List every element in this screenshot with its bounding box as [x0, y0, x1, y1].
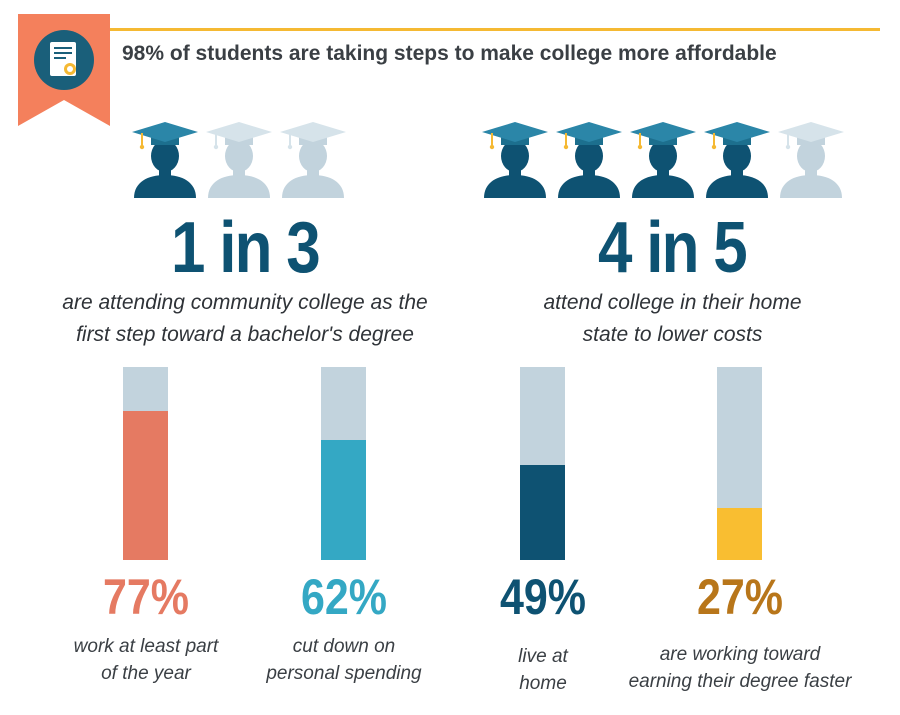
bar-caption: cut down on personal spending	[229, 633, 459, 687]
bar-track	[123, 367, 168, 560]
graduate-icon	[626, 120, 700, 200]
graduate-icon	[276, 120, 350, 200]
diploma-icon	[50, 42, 76, 76]
header-rule	[110, 28, 880, 31]
stat-1-in-3: 1 in 3	[170, 208, 321, 288]
bar	[123, 411, 168, 560]
bar-caption-line: cut down on	[292, 636, 396, 657]
stat-1-caption: are attending community college as the f…	[20, 287, 470, 351]
bar-caption: are working toward earning their degree f…	[605, 641, 875, 695]
stat-1-caption-line-1: are attending community college as the	[62, 291, 428, 314]
header-ribbon	[18, 14, 110, 126]
bar-track	[520, 367, 565, 560]
stat-2-caption-line-1: attend college in their home	[543, 291, 802, 314]
bar-value-label: 27%	[696, 569, 784, 625]
graduate-icon	[128, 120, 202, 200]
bar	[520, 465, 565, 560]
bar-caption: live at home	[483, 643, 603, 697]
graduate-icon	[700, 120, 774, 200]
bar-caption: work at least part of the year	[31, 633, 261, 687]
graduate-icon	[774, 120, 848, 200]
bar-caption-line: work at least part	[73, 636, 219, 657]
bar-value-label: 62%	[300, 569, 388, 625]
graduate-icon	[478, 120, 552, 200]
bar	[717, 507, 762, 560]
graduate-icons-group-2	[478, 120, 848, 200]
graduate-icons-group-1	[128, 120, 350, 200]
bar-value-label: 49%	[499, 569, 587, 625]
bar-caption-line: earning their degree faster	[628, 671, 852, 692]
bar-value-label: 77%	[102, 569, 190, 625]
bar	[321, 440, 366, 560]
bar-caption-line: live at	[518, 646, 568, 667]
bar-caption-line: personal spending	[266, 663, 422, 684]
bar-caption-line: are working toward	[659, 644, 821, 665]
stat-2-caption: attend college in their home state to lo…	[500, 287, 845, 351]
graduate-icon	[552, 120, 626, 200]
bar-track	[717, 367, 762, 560]
bar-track	[321, 367, 366, 560]
bar-caption-line: home	[519, 673, 567, 694]
stat-4-in-5: 4 in 5	[597, 208, 748, 288]
bar-caption-line: of the year	[101, 663, 191, 684]
page-title: 98% of students are taking steps to make…	[122, 42, 777, 65]
stat-1-caption-line-2: first step toward a bachelor's degree	[76, 323, 414, 346]
graduate-icon	[202, 120, 276, 200]
stat-2-caption-line-2: state to lower costs	[582, 323, 763, 346]
